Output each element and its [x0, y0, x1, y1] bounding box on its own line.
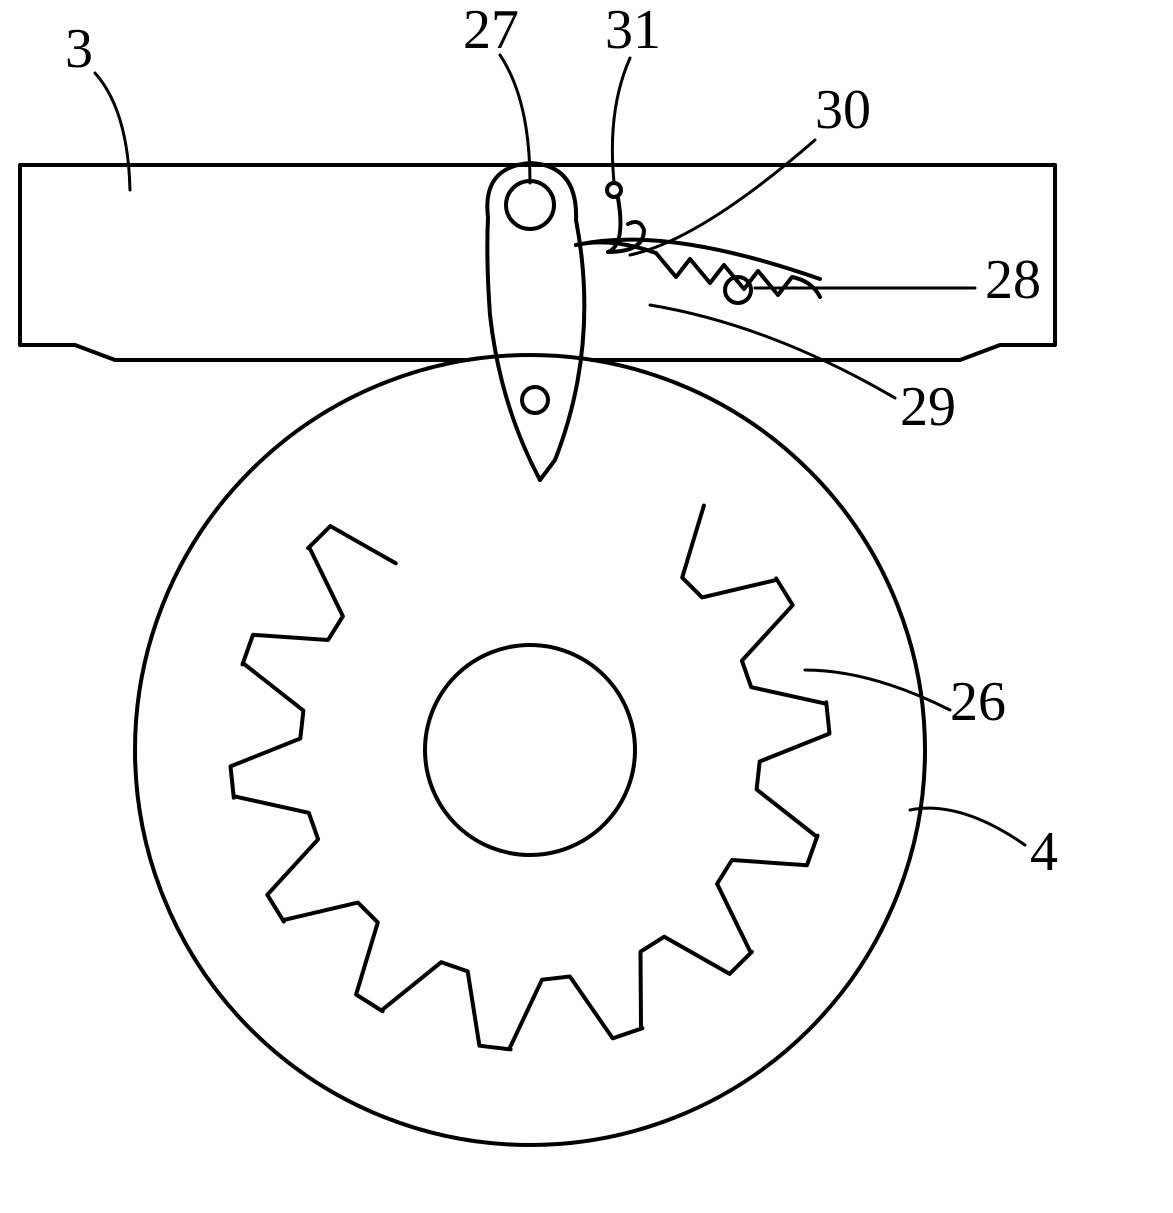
label-4: 4: [1030, 821, 1058, 883]
label-26: 26: [950, 671, 1006, 733]
label-29: 29: [900, 376, 956, 438]
label-30: 30: [815, 79, 871, 141]
label-31: 31: [605, 0, 661, 61]
label-3: 3: [65, 18, 93, 80]
label-27: 27: [463, 0, 519, 61]
label-28: 28: [985, 249, 1041, 311]
